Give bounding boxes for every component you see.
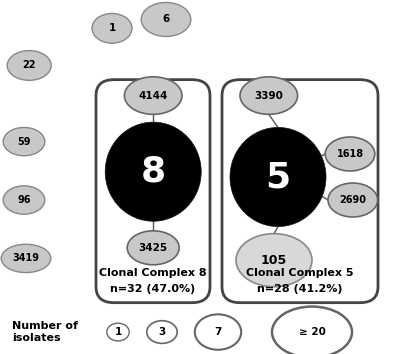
Text: 3390: 3390 <box>254 91 283 101</box>
Text: 1: 1 <box>114 327 122 337</box>
Text: Clonal Complex 5: Clonal Complex 5 <box>246 268 354 278</box>
Ellipse shape <box>124 77 182 114</box>
Text: 5: 5 <box>266 160 290 194</box>
Ellipse shape <box>92 13 132 43</box>
Ellipse shape <box>147 321 177 343</box>
Ellipse shape <box>328 183 378 217</box>
Text: n=32 (47.0%): n=32 (47.0%) <box>110 284 196 294</box>
Ellipse shape <box>272 307 352 354</box>
Ellipse shape <box>1 244 51 273</box>
Text: 3425: 3425 <box>139 243 168 253</box>
Ellipse shape <box>236 234 312 287</box>
Text: 4144: 4144 <box>138 91 168 101</box>
Text: 105: 105 <box>261 254 287 267</box>
Ellipse shape <box>7 51 51 80</box>
Text: 1: 1 <box>108 23 116 33</box>
Ellipse shape <box>195 314 241 350</box>
Text: 7: 7 <box>214 327 222 337</box>
Text: 2690: 2690 <box>339 195 366 205</box>
Ellipse shape <box>107 323 129 341</box>
Text: Number of
isolates: Number of isolates <box>12 321 78 343</box>
Text: 96: 96 <box>17 195 31 205</box>
Text: 3: 3 <box>158 327 166 337</box>
Text: ≥ 20: ≥ 20 <box>298 327 326 337</box>
Ellipse shape <box>141 2 191 36</box>
Ellipse shape <box>230 127 326 227</box>
Text: Clonal Complex 8: Clonal Complex 8 <box>99 268 207 278</box>
Ellipse shape <box>105 122 201 221</box>
Text: 1618: 1618 <box>336 149 364 159</box>
Text: 22: 22 <box>22 61 36 70</box>
Text: n=28 (41.2%): n=28 (41.2%) <box>257 284 343 294</box>
Ellipse shape <box>3 127 45 156</box>
Text: 3419: 3419 <box>12 253 40 263</box>
Text: 59: 59 <box>17 137 31 147</box>
Text: 8: 8 <box>141 155 166 189</box>
Text: 6: 6 <box>162 15 170 24</box>
Ellipse shape <box>127 231 179 265</box>
FancyBboxPatch shape <box>222 80 378 303</box>
Ellipse shape <box>3 186 45 214</box>
Ellipse shape <box>240 77 298 114</box>
FancyBboxPatch shape <box>96 80 210 303</box>
Ellipse shape <box>325 137 375 171</box>
